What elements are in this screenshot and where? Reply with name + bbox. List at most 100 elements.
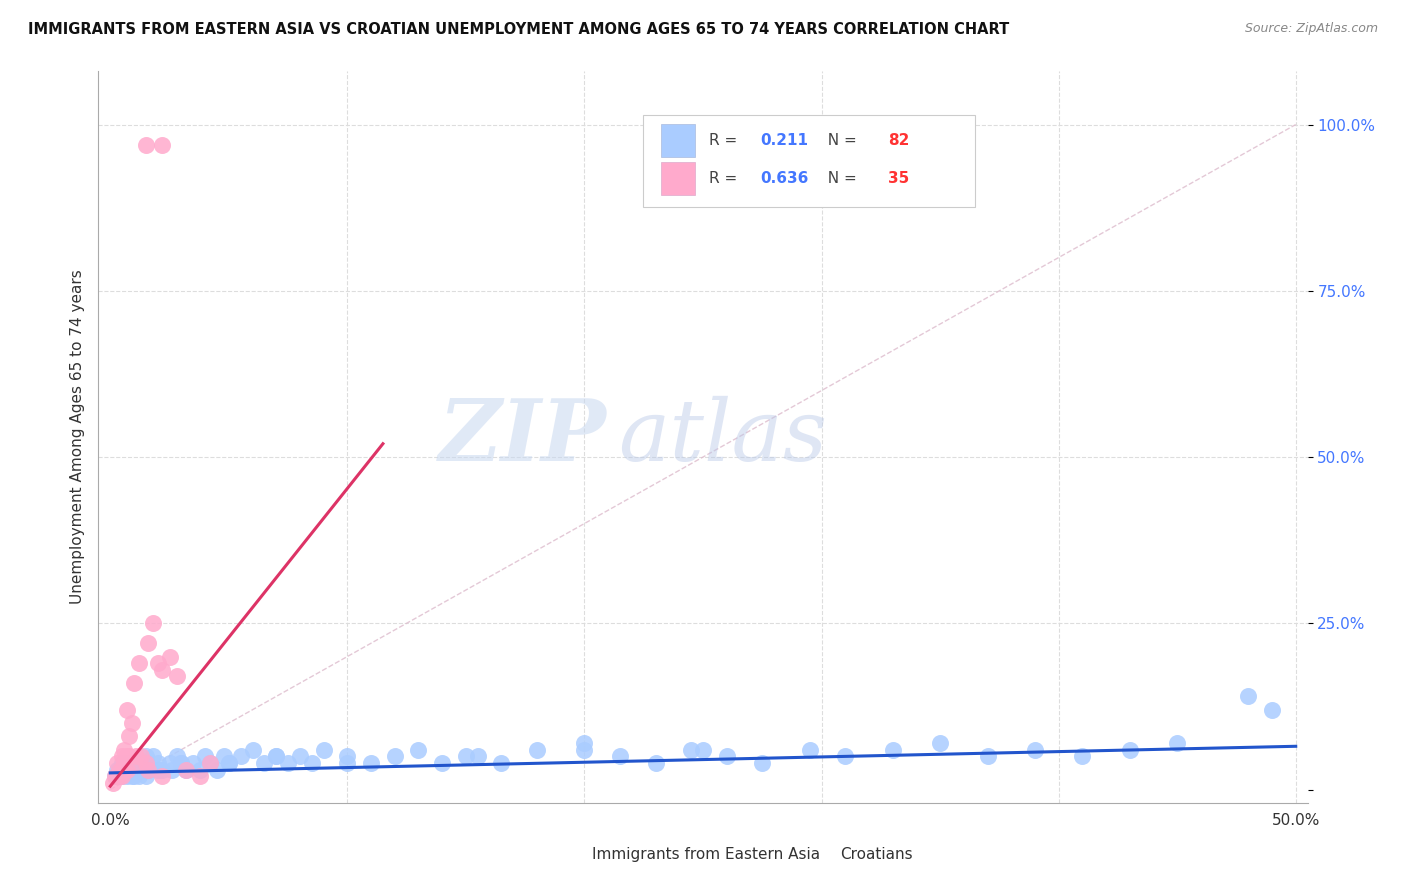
Point <box>135 769 157 783</box>
Point <box>432 756 454 770</box>
Point <box>194 749 217 764</box>
Point <box>152 663 174 677</box>
Point <box>125 763 148 777</box>
Point <box>692 742 714 756</box>
Point <box>114 763 136 777</box>
Point <box>1237 690 1260 704</box>
Point <box>142 616 165 631</box>
Text: 35: 35 <box>889 171 910 186</box>
Point <box>121 716 143 731</box>
Point <box>174 763 197 777</box>
Point <box>125 749 148 764</box>
Point <box>115 769 138 783</box>
Point <box>108 769 131 783</box>
Point <box>146 763 169 777</box>
Text: 0.211: 0.211 <box>759 133 808 148</box>
Point <box>135 137 157 152</box>
Point <box>218 756 240 770</box>
Point <box>1119 742 1142 756</box>
Point <box>136 763 159 777</box>
Point <box>467 749 489 764</box>
Point <box>1166 736 1188 750</box>
FancyBboxPatch shape <box>661 162 695 195</box>
Point <box>218 756 240 770</box>
Point <box>136 763 159 777</box>
FancyBboxPatch shape <box>643 115 976 207</box>
Point <box>526 742 548 756</box>
Text: ZIP: ZIP <box>439 395 606 479</box>
Point <box>229 749 252 764</box>
Point <box>146 656 169 670</box>
Point <box>716 749 738 764</box>
Point <box>609 749 631 764</box>
Point <box>834 749 856 764</box>
FancyBboxPatch shape <box>806 841 832 867</box>
Point <box>1261 703 1284 717</box>
Point <box>128 763 150 777</box>
Point <box>408 742 430 756</box>
Y-axis label: Unemployment Among Ages 65 to 74 years: Unemployment Among Ages 65 to 74 years <box>69 269 84 605</box>
Point <box>799 742 821 756</box>
Point <box>132 763 155 777</box>
Point <box>114 756 136 770</box>
Text: N =: N = <box>818 171 862 186</box>
Point <box>121 769 143 783</box>
Point <box>122 756 145 770</box>
Point <box>135 756 157 770</box>
Point <box>115 749 138 764</box>
Point <box>751 756 773 770</box>
Text: Immigrants from Eastern Asia: Immigrants from Eastern Asia <box>592 847 820 862</box>
Point <box>242 742 264 756</box>
Point <box>976 749 998 764</box>
Text: N =: N = <box>818 133 862 148</box>
Point <box>105 769 128 783</box>
FancyBboxPatch shape <box>661 124 695 157</box>
Text: R =: R = <box>709 133 742 148</box>
Point <box>135 756 157 770</box>
Point <box>159 756 181 770</box>
Point <box>882 742 904 756</box>
Point <box>128 769 150 783</box>
Point <box>122 756 145 770</box>
Point <box>159 649 181 664</box>
Point <box>105 763 128 777</box>
Point <box>198 756 221 770</box>
Point <box>336 756 359 770</box>
Point <box>253 756 276 770</box>
Point <box>101 776 124 790</box>
Point <box>111 769 134 783</box>
Point <box>181 756 204 770</box>
Point <box>384 749 406 764</box>
Point <box>104 769 127 783</box>
Point <box>264 749 287 764</box>
Point <box>108 769 131 783</box>
Point <box>205 763 228 777</box>
Point <box>574 742 596 756</box>
Point <box>170 756 193 770</box>
Point <box>454 749 477 764</box>
Point <box>142 749 165 764</box>
Point <box>122 676 145 690</box>
Point <box>174 763 197 777</box>
Point <box>1024 742 1046 756</box>
Point <box>170 756 193 770</box>
Point <box>118 756 141 770</box>
Point <box>136 636 159 650</box>
Point <box>111 749 134 764</box>
Point <box>574 736 596 750</box>
Point <box>491 756 513 770</box>
Point <box>105 756 128 770</box>
Point <box>264 749 287 764</box>
Point <box>190 769 212 783</box>
Point <box>152 769 174 783</box>
Point <box>111 756 134 770</box>
Point <box>146 756 169 770</box>
Point <box>114 742 136 756</box>
Point <box>128 656 150 670</box>
Point <box>111 763 134 777</box>
Point <box>114 763 136 777</box>
Point <box>115 703 138 717</box>
Point <box>288 749 311 764</box>
Point <box>198 756 221 770</box>
Point <box>118 749 141 764</box>
